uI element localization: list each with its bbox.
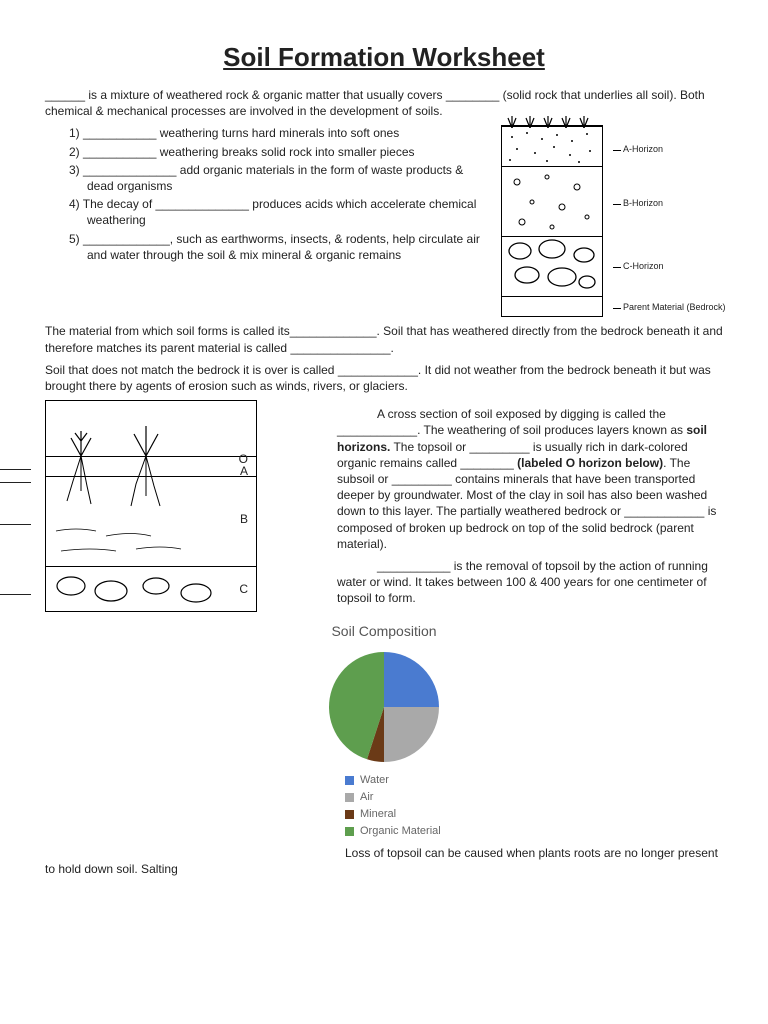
paragraph-erosion: ___________ is the removal of topsoil by…: [337, 558, 723, 607]
paragraph-horizons: A cross section of soil exposed by diggi…: [337, 406, 723, 552]
list-item: 4) The decay of ______________ produces …: [69, 196, 491, 228]
paragraph-parent-material: The material from which soil forms is ca…: [45, 323, 723, 355]
page-title: Soil Formation Worksheet: [45, 40, 723, 75]
pie-chart-title: Soil Composition: [45, 622, 723, 641]
soil-column-diagram: [501, 125, 603, 317]
list-item: 3) ______________ add organic materials …: [69, 162, 491, 194]
soil-column-labels: A-Horizon B-Horizon C-Horizon Parent Mat…: [613, 125, 723, 317]
paragraph-transported: Soil that does not match the bedrock it …: [45, 362, 723, 394]
intro-paragraph: ______ is a mixture of weathered rock & …: [45, 87, 723, 119]
list-item: 1) ___________ weathering turns hard min…: [69, 125, 491, 141]
pie-chart-legend: Water Air Mineral Organic Material: [345, 773, 723, 838]
list-item: 2) ___________ weathering breaks solid r…: [69, 144, 491, 160]
soil-composition-pie-chart: [324, 647, 444, 767]
soil-cross-section-diagram: O A B C: [45, 400, 257, 612]
paragraph-closing: Loss of topsoil can be caused when plant…: [45, 845, 723, 877]
list-item: 5) _____________, such as earthworms, in…: [69, 231, 491, 263]
plants-icon: [502, 106, 602, 128]
numbered-list: 1) ___________ weathering turns hard min…: [45, 125, 491, 263]
